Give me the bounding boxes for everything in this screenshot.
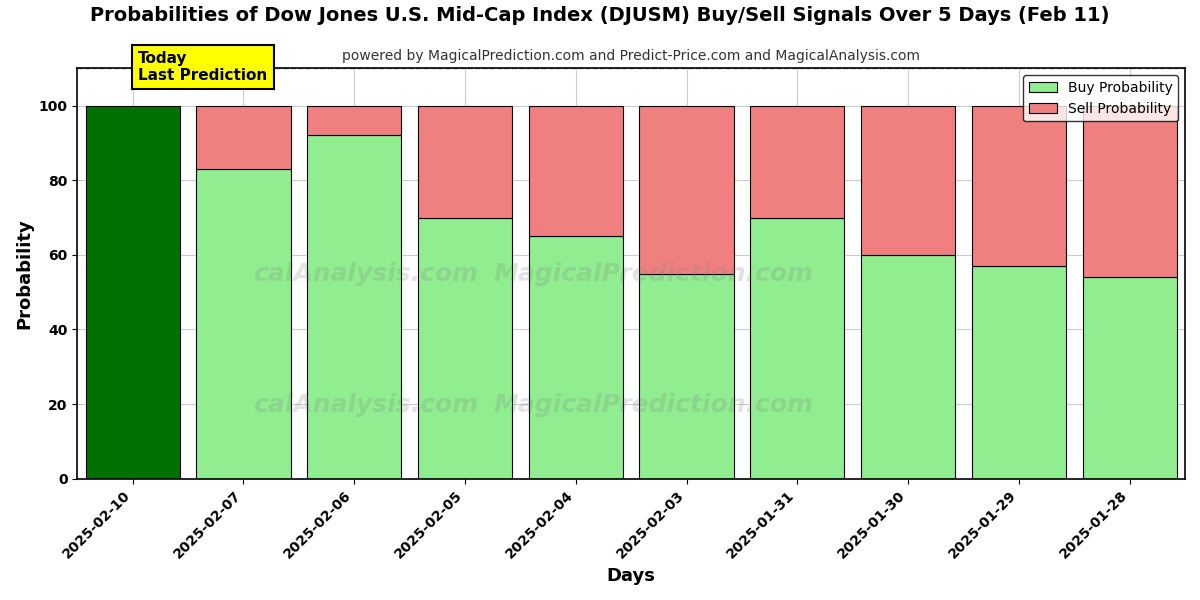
Bar (197, 106, 290, 169)
Bar (418, 218, 512, 479)
Bar (418, 106, 512, 218)
Bar (1082, 106, 1177, 277)
Title: powered by MagicalPrediction.com and Predict-Price.com and MagicalAnalysis.com: powered by MagicalPrediction.com and Pre… (342, 49, 920, 63)
Bar (750, 218, 845, 479)
Text: Today
Last Prediction: Today Last Prediction (138, 51, 268, 83)
Bar (860, 255, 955, 479)
Bar (640, 106, 733, 274)
Bar (972, 266, 1066, 479)
Bar (307, 106, 401, 136)
Text: Probabilities of Dow Jones U.S. Mid-Cap Index (DJUSM) Buy/Sell Signals Over 5 Da: Probabilities of Dow Jones U.S. Mid-Cap … (90, 6, 1110, 25)
Bar (1082, 277, 1177, 479)
Bar (860, 106, 955, 255)
Bar (529, 106, 623, 236)
Bar (307, 136, 401, 479)
Text: MagicalPrediction.com: MagicalPrediction.com (493, 262, 814, 286)
Bar (750, 106, 845, 218)
Bar (85, 106, 180, 479)
Text: calAnalysis.com: calAnalysis.com (253, 393, 478, 417)
Legend: Buy Probability, Sell Probability: Buy Probability, Sell Probability (1024, 75, 1178, 121)
Text: calAnalysis.com: calAnalysis.com (253, 262, 478, 286)
Bar (529, 236, 623, 479)
Text: MagicalPrediction.com: MagicalPrediction.com (493, 393, 814, 417)
Bar (972, 106, 1066, 266)
Y-axis label: Probability: Probability (14, 218, 32, 329)
Bar (197, 169, 290, 479)
Bar (640, 274, 733, 479)
X-axis label: Days: Days (607, 567, 655, 585)
